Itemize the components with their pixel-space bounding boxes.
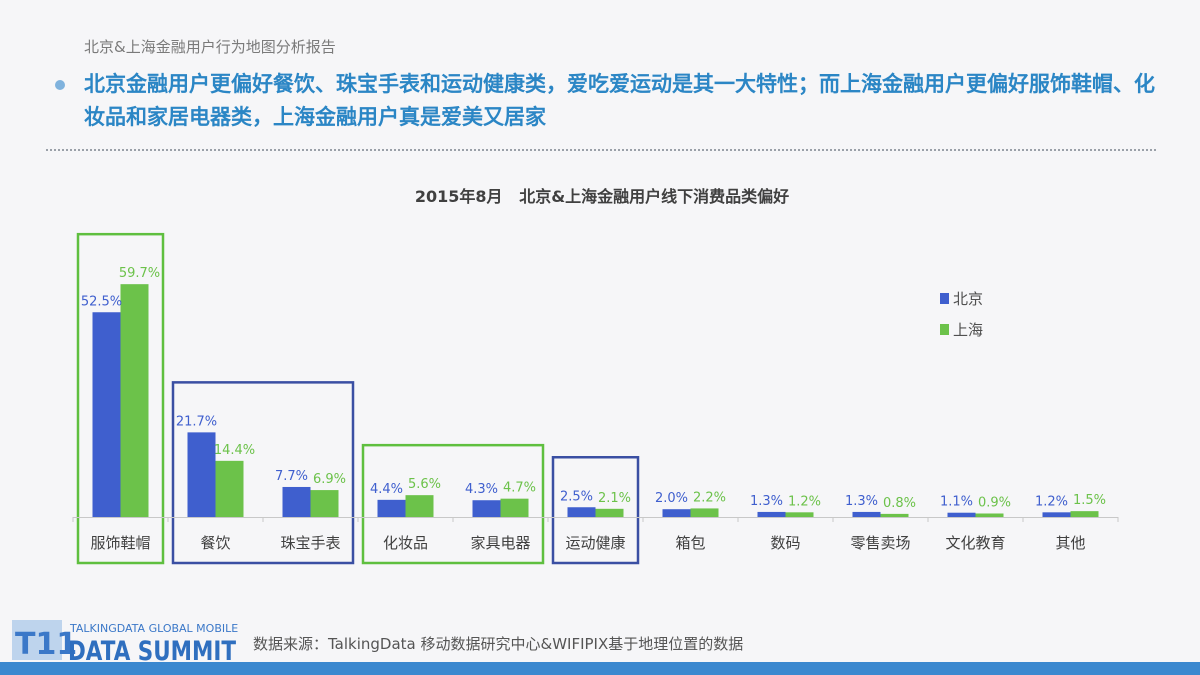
category-label: 文化教育: [945, 534, 1005, 552]
data-label-shanghai: 0.8%: [883, 496, 916, 511]
bar-shanghai: [975, 513, 1004, 517]
bar-beijing: [757, 511, 786, 517]
bar-beijing: [662, 509, 691, 517]
data-label-beijing: 1.3%: [845, 494, 878, 509]
bar-shanghai: [1070, 511, 1099, 517]
bar-shanghai: [595, 508, 624, 517]
legend-label-beijing: 北京: [953, 290, 983, 308]
highlight-boxes: [76, 232, 640, 565]
legend-swatch-shanghai: [940, 324, 949, 335]
category-label: 其他: [1055, 534, 1085, 552]
bar-shanghai: [120, 284, 149, 517]
bar-beijing: [852, 511, 881, 517]
bar-shanghai: [215, 460, 244, 517]
data-label-beijing: 1.2%: [1035, 494, 1068, 509]
data-labels: 52.5% 59.7% 21.7% 14.4% 7.7% 6.9% 4.4% 5.6% 4.3%…: [81, 266, 1106, 511]
highlight-box-blue: [551, 456, 640, 565]
bar-shanghai: [405, 495, 434, 517]
category-label: 数码: [770, 534, 800, 552]
bar-shanghai: [310, 490, 339, 517]
highlight-box-blue: [171, 381, 355, 565]
data-label-shanghai: 2.2%: [693, 490, 726, 505]
category-label: 餐饮: [200, 534, 230, 552]
data-label-beijing: 4.3%: [465, 482, 498, 497]
report-title: 北京&上海金融用户行为地图分析报告: [84, 38, 336, 56]
data-label-shanghai: 2.1%: [598, 491, 631, 506]
category-label: 服饰鞋帽: [90, 534, 150, 552]
bar-beijing: [947, 512, 976, 517]
bar-beijing: [1042, 512, 1071, 517]
data-label-shanghai: 1.2%: [788, 494, 821, 509]
category-label: 化妆品: [383, 534, 428, 552]
data-label-shanghai: 4.7%: [503, 481, 536, 496]
logo-mark: T11: [15, 627, 77, 662]
data-label-beijing: 7.7%: [275, 469, 308, 484]
data-label-shanghai: 0.9%: [978, 495, 1011, 510]
logo-line2: DATA SUMMIT: [68, 636, 236, 664]
legend-label-shanghai: 上海: [953, 321, 983, 339]
bar-beijing: [187, 432, 216, 517]
bar-shanghai: [880, 513, 909, 517]
bottom-bar: [0, 662, 1200, 675]
data-label-beijing: 4.4%: [370, 482, 403, 497]
category-label: 珠宝手表: [280, 534, 340, 552]
logo-mark-bg: [12, 620, 62, 660]
bullet-dot: [55, 80, 65, 90]
data-label-shanghai: 59.7%: [119, 266, 160, 281]
bar-shanghai: [500, 498, 529, 517]
data-label-beijing: 21.7%: [176, 414, 217, 429]
data-label-shanghai: 1.5%: [1073, 493, 1106, 508]
bar-beijing: [92, 312, 121, 517]
data-label-beijing: 1.3%: [750, 494, 783, 509]
data-label-beijing: 2.0%: [655, 491, 688, 506]
x-axis-ticks: [72, 517, 1119, 522]
data-label-beijing: 1.1%: [940, 495, 973, 510]
logo-line1: TALKINGDATA GLOBAL MOBILE: [69, 622, 238, 635]
data-label-beijing: 2.5%: [560, 489, 593, 504]
bar-beijing: [472, 500, 501, 517]
headline: 北京金融用户更偏好餐饮、珠宝手表和运动健康类，爱吃爱运动是其一大特性；而上海金融…: [84, 72, 1155, 129]
bar-beijing: [377, 499, 406, 517]
category-labels: 服饰鞋帽 餐饮 珠宝手表 化妆品 家具电器 运动健康 箱包 数码 零售卖场 文化教育 其他: [90, 534, 1085, 552]
data-summit-logo: T11 TALKINGDATA GLOBAL MOBILE DATA SUMMI…: [12, 620, 238, 664]
bar-beijing: [282, 486, 311, 517]
legend-swatch-beijing: [940, 293, 949, 304]
bar-shanghai: [785, 512, 814, 517]
category-label: 零售卖场: [850, 534, 910, 552]
bar-shanghai: [690, 508, 719, 517]
bar-beijing: [567, 507, 596, 517]
data-label-shanghai: 6.9%: [313, 472, 346, 487]
data-source: 数据来源：TalkingData 移动数据研究中心&WIFIPIX基于地理位置的…: [253, 635, 744, 653]
dotted-divider: [46, 149, 1156, 151]
category-label: 运动健康: [565, 534, 625, 552]
highlight-box-green: [361, 443, 545, 565]
data-label-shanghai: 5.6%: [408, 477, 441, 492]
bars: [92, 284, 1099, 517]
data-label-beijing: 52.5%: [81, 294, 122, 309]
category-label: 箱包: [675, 534, 705, 552]
chart-title: 2015年8月 北京&上海金融用户线下消费品类偏好: [415, 187, 789, 206]
category-label: 家具电器: [470, 534, 530, 552]
highlight-box-green: [76, 232, 165, 565]
data-label-shanghai: 14.4%: [214, 443, 255, 458]
